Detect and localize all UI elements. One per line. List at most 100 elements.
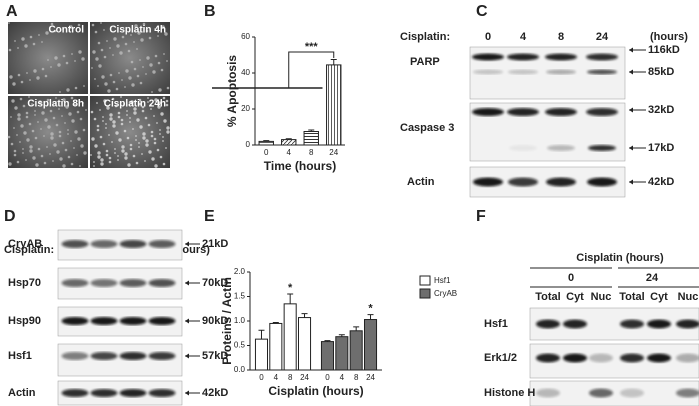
cell-dot [64,122,66,124]
marker-label: 85kD [648,66,674,78]
cell-dot [139,59,141,61]
cell-dot [43,161,47,165]
band [545,108,577,116]
cell-dot [124,152,128,156]
cell-dot [46,146,48,148]
cell-dot [137,31,141,35]
micrograph-label: Cisplatin 24h [104,99,166,110]
band [545,53,577,61]
error-bar [367,314,374,320]
cell-dot [31,103,33,105]
cell-dot [135,161,139,165]
cell-dot [38,34,40,36]
micrograph-label: Cisplatin 4h [109,25,166,36]
row-label: CryAB [8,238,42,250]
cell-dot [13,127,15,129]
bar [326,64,342,146]
cell-dot [138,102,142,106]
cell-dot [150,104,152,106]
blot [529,343,699,379]
cell-dot [166,130,170,134]
band [587,69,617,75]
cell-dot [37,147,41,151]
band [90,240,118,248]
cell-dot [69,25,73,29]
cell-dot [120,96,122,98]
cell-dot [136,48,138,50]
cell-dot [131,83,135,87]
marker-label: 17kD [648,142,674,154]
cell-dot [78,50,82,54]
cell-dot [100,48,104,52]
x-tick-label: 24 [300,373,309,382]
cell-dot [145,143,149,147]
band [119,352,147,360]
cell-dot [65,61,69,65]
bar [335,336,349,371]
x-tick-label: 8 [354,373,359,382]
cell-dot [100,22,102,24]
error-bar [285,138,292,140]
arrow-head [629,179,633,185]
cell-dot [29,149,33,153]
cell-dot [67,129,69,131]
band [508,177,538,187]
cell-dot [71,119,75,123]
panel-label: B [204,3,216,20]
panel-label: D [4,208,16,225]
cell-dot [121,145,125,149]
cell-dot [19,97,23,101]
cell-dot [149,63,153,67]
cell-dot [146,56,150,60]
cell-dot [17,117,21,121]
cell-dot [82,128,86,132]
band [507,108,539,116]
cell-dot [21,37,25,41]
cell-dot [140,38,144,42]
band [90,279,118,287]
band [563,319,587,329]
cell-dot [77,137,81,141]
x-tick-label: 24 [329,148,338,157]
marker-label: 42kD [202,387,228,399]
row-label: Hsp90 [8,315,41,327]
cell-dot [49,153,51,155]
x-tick-label: 4 [274,373,279,382]
cell-dot [61,115,63,117]
cell-dot [151,157,155,161]
band [148,352,176,360]
y-tick-label: 40 [241,68,250,77]
cell-dot [103,99,107,103]
bar [363,319,378,371]
cell-dot [112,124,116,128]
cell-dot [76,154,78,156]
cell-dot [50,22,54,26]
cell-dot [65,105,69,109]
cell-dot [130,60,134,64]
cell-dot [73,147,75,149]
cell-dot [153,137,157,141]
arrow-head [629,107,633,113]
cell-dot [104,82,108,86]
marker-label: 21kD [202,238,228,250]
band [587,177,617,187]
treatment-label: Cisplatin: [4,244,54,256]
cell-dot [90,110,94,114]
cell-dot [145,29,149,33]
cell-dot [8,162,12,166]
cell-dot [28,96,30,98]
cell-dot [159,155,163,159]
band [90,352,118,360]
y-axis-label: % Apoptosis [225,55,239,128]
band [586,108,618,116]
cell-dot [160,68,164,72]
cell-dot [16,160,20,164]
cell-dot [135,135,137,137]
cell-dot [25,159,27,161]
cell-dot [94,78,96,80]
cell-dot [157,61,161,65]
cell-dot [97,85,99,87]
column-label: Cyt [566,291,584,303]
band [546,69,576,75]
